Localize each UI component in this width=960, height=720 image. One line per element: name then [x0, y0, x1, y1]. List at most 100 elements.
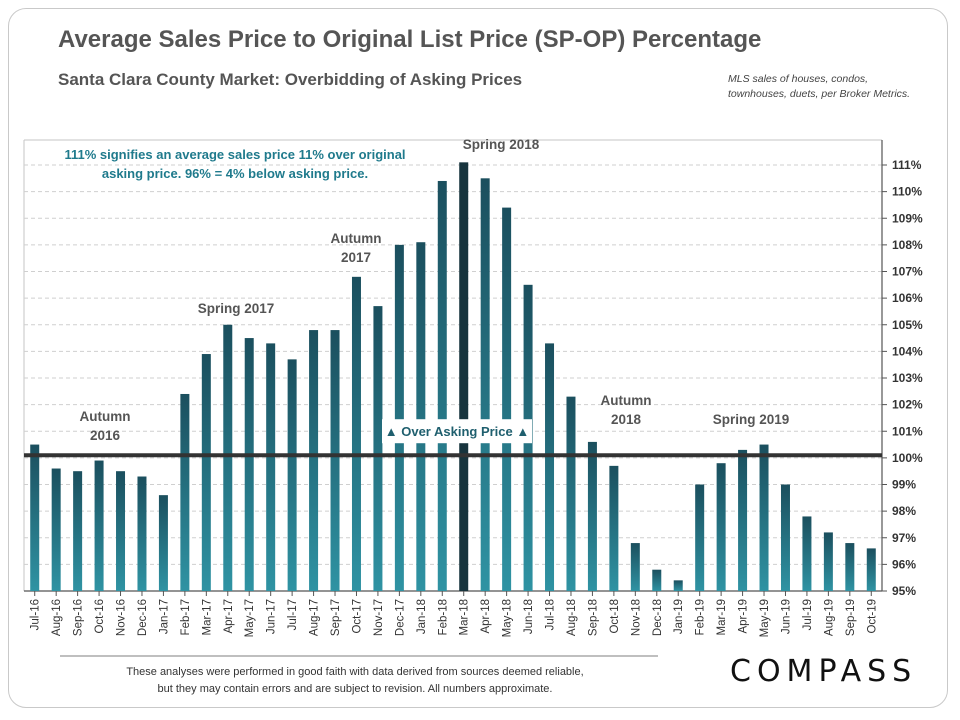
bar-sep-17	[330, 330, 340, 591]
x-tick-label: Aug-17	[309, 599, 321, 636]
season-annotation: 2016	[90, 428, 121, 443]
y-tick-label: 98%	[892, 504, 916, 518]
bar-nov-17	[373, 306, 383, 591]
x-tick-label: Oct-19	[866, 599, 878, 634]
bar-mar-19	[716, 463, 726, 591]
x-tick-label: May-19	[759, 599, 771, 637]
season-annotation: Spring 2017	[198, 301, 275, 316]
x-tick-label: Mar-19	[716, 599, 728, 635]
bar-sep-16	[73, 471, 83, 591]
y-tick-label: 101%	[892, 424, 923, 438]
explanation-note-line2: asking price. 96% = 4% below asking pric…	[101, 166, 369, 181]
bar-oct-17	[351, 276, 361, 591]
y-tick-label: 107%	[892, 265, 923, 279]
bar-nov-16	[116, 471, 126, 591]
bar-aug-18	[566, 396, 576, 591]
x-tick-label: Jan-19	[673, 599, 685, 634]
x-tick-label: Jul-17	[287, 599, 299, 630]
bar-jul-19	[802, 516, 812, 591]
x-tick-label: Jul-16	[30, 599, 42, 630]
bar-jan-19	[673, 580, 683, 591]
season-annotation: Autumn	[601, 393, 652, 408]
x-tick-label: Jan-17	[158, 599, 170, 634]
bar-may-18	[502, 207, 512, 591]
footer-divider	[60, 655, 658, 657]
y-tick-label: 103%	[892, 371, 923, 385]
bar-feb-17	[180, 393, 190, 591]
bar-mar-17	[201, 354, 211, 591]
season-annotation: 2017	[341, 250, 371, 265]
x-tick-label: Sep-18	[587, 599, 599, 636]
bar-jul-17	[287, 359, 297, 591]
y-tick-label: 102%	[892, 398, 923, 412]
x-tick-label: Aug-16	[51, 599, 63, 636]
bar-apr-18	[480, 178, 490, 591]
x-tick-label: Sep-16	[73, 599, 85, 636]
disclaimer-line1: These analyses were performed in good fa…	[126, 666, 584, 678]
bar-oct-19	[866, 548, 876, 591]
y-tick-label: 109%	[892, 211, 923, 225]
x-tick-label: Nov-17	[373, 599, 385, 636]
x-tick-label: Dec-16	[137, 599, 149, 636]
source-note-line1: MLS sales of houses, condos,	[728, 73, 869, 85]
x-tick-label: Jul-19	[802, 599, 814, 630]
y-tick-label: 95%	[892, 584, 916, 598]
bar-feb-18	[437, 180, 447, 591]
bar-sep-19	[845, 543, 855, 591]
y-tick-label: 105%	[892, 318, 923, 332]
x-tick-label: Mar-18	[459, 599, 471, 635]
bar-oct-16	[94, 460, 104, 591]
y-tick-label: 96%	[892, 557, 916, 571]
y-tick-label: 104%	[892, 344, 923, 358]
chart-title: Average Sales Price to Original List Pri…	[58, 26, 762, 53]
season-annotation: 2018	[611, 412, 642, 427]
bar-jun-19	[780, 484, 790, 591]
season-annotation: Autumn	[331, 231, 382, 246]
x-tick-label: May-17	[244, 599, 256, 637]
compass-logo: COMPASS	[730, 654, 918, 689]
x-tick-label: Nov-18	[630, 599, 642, 636]
x-tick-label: Feb-19	[695, 599, 707, 635]
disclaimer: These analyses were performed in good fa…	[60, 664, 650, 698]
source-note-line2: townhouses, duets, per Broker Metrics.	[728, 88, 911, 100]
x-tick-label: Aug-18	[566, 599, 578, 636]
x-tick-label: Jan-18	[416, 599, 428, 634]
x-tick-label: Oct-17	[351, 599, 363, 634]
bar-may-17	[244, 338, 254, 591]
x-tick-label: Nov-16	[116, 599, 128, 636]
x-tick-label: Sep-17	[330, 599, 342, 636]
over-asking-label: ▲ Over Asking Price ▲	[385, 424, 529, 439]
explanation-note-line1: 111% signifies an average sales price 11…	[64, 147, 406, 162]
y-tick-label: 108%	[892, 238, 923, 252]
x-tick-label: Jul-18	[545, 599, 557, 630]
bar-jan-17	[158, 495, 168, 591]
bar-may-19	[759, 444, 769, 591]
x-tick-label: Jun-17	[266, 599, 278, 634]
x-tick-label: Apr-17	[223, 599, 235, 634]
x-tick-label: May-18	[502, 599, 514, 637]
x-tick-label: Feb-17	[180, 599, 192, 635]
explanation-note: 111% signifies an average sales price 11…	[36, 145, 434, 183]
y-tick-label: 97%	[892, 531, 916, 545]
x-tick-label: Sep-19	[845, 599, 857, 636]
y-tick-label: 110%	[892, 185, 922, 199]
over-asking-label-box	[382, 419, 532, 444]
bar-jan-18	[416, 242, 426, 591]
chart-subtitle: Santa Clara County Market: Overbidding o…	[58, 70, 523, 89]
x-tick-label: Apr-18	[480, 599, 492, 634]
x-tick-label: Dec-17	[394, 599, 406, 636]
x-tick-label: Oct-18	[609, 599, 621, 634]
bar-mar-18	[459, 162, 469, 591]
x-tick-label: Aug-19	[823, 599, 835, 636]
x-tick-label: Jun-19	[780, 599, 792, 634]
bar-sep-18	[587, 441, 597, 591]
source-note: MLS sales of houses, condos, townhouses,…	[728, 72, 938, 102]
bar-apr-19	[738, 449, 748, 591]
bar-dec-18	[652, 569, 662, 591]
bar-aug-17	[309, 330, 319, 591]
bar-nov-18	[630, 543, 640, 591]
season-annotation: Spring 2019	[713, 412, 790, 427]
bar-jul-18	[545, 343, 555, 591]
x-tick-label: Apr-19	[738, 599, 750, 634]
x-tick-label: Oct-16	[94, 599, 106, 634]
